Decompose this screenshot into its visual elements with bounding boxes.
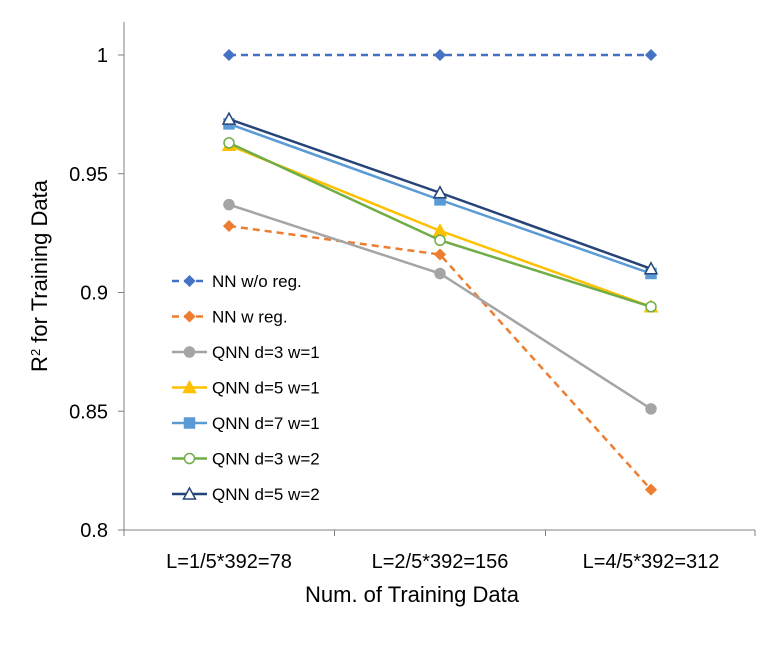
legend-label: QNN d=3 w=2 xyxy=(212,450,320,469)
series-marker xyxy=(224,138,234,148)
series-marker xyxy=(435,235,445,245)
series-marker xyxy=(224,200,234,210)
series-marker xyxy=(435,269,445,279)
line-chart: 0.8 0.85 0.9 0.95 1 L=1/5*392=78 L=2/5*392=15… xyxy=(0,0,763,647)
x-tick-group: L=1/5*392=78 L=2/5*392=156 L=4/5*392=312 xyxy=(124,530,755,573)
legend-entry: NN w reg. xyxy=(172,308,288,327)
legend: NN w/o reg. NN w reg. QNN d=3 w=1 QNN d=5 w… xyxy=(172,272,320,504)
legend-entry: QNN d=5 w=2 xyxy=(172,485,320,504)
y-tick-label: 0.8 xyxy=(80,520,108,542)
y-tick-label: 0.95 xyxy=(69,164,108,186)
series-marker xyxy=(185,312,195,322)
y-tick-group: 0.8 0.85 0.9 0.95 1 xyxy=(69,45,124,542)
y-axis-title-superscript: 2 xyxy=(28,349,43,356)
legend-entry: QNN d=3 w=2 xyxy=(172,450,320,469)
x-axis-title: Num. of Training Data xyxy=(305,582,520,607)
series-marker xyxy=(646,404,656,414)
series-marker xyxy=(435,50,445,60)
series-marker xyxy=(185,347,195,357)
y-tick-label: 1 xyxy=(97,45,108,67)
y-axis-title-main: R xyxy=(27,356,52,372)
x-tick-label: L=4/5*392=312 xyxy=(583,551,720,573)
legend-label: QNN d=5 w=1 xyxy=(212,379,320,398)
y-tick-label: 0.85 xyxy=(69,401,108,423)
legend-label: QNN d=5 w=2 xyxy=(212,485,320,504)
series-marker xyxy=(224,50,234,60)
legend-label: NN w/o reg. xyxy=(212,272,302,291)
series-marker xyxy=(224,221,234,231)
legend-entry: QNN d=3 w=1 xyxy=(172,343,320,362)
series-marker xyxy=(646,50,656,60)
x-tick-label: L=1/5*392=78 xyxy=(166,551,292,573)
series-marker xyxy=(646,302,656,312)
legend-label: NN w reg. xyxy=(212,308,288,327)
series-marker xyxy=(185,418,195,428)
y-tick-label: 0.9 xyxy=(80,283,108,305)
series-marker xyxy=(185,276,195,286)
y-axis-title-rest: for Training Data xyxy=(27,179,52,349)
y-axis-title: R2 for Training Data xyxy=(27,179,52,372)
x-tick-label: L=2/5*392=156 xyxy=(372,551,509,573)
series-1 xyxy=(224,50,656,60)
series-marker xyxy=(646,485,656,495)
legend-label: QNN d=7 w=1 xyxy=(212,414,320,433)
legend-entry: QNN d=7 w=1 xyxy=(172,414,320,433)
series-marker xyxy=(185,454,195,464)
legend-label: QNN d=3 w=1 xyxy=(212,343,320,362)
legend-entry: NN w/o reg. xyxy=(172,272,302,291)
legend-entry: QNN d=5 w=1 xyxy=(172,379,320,398)
